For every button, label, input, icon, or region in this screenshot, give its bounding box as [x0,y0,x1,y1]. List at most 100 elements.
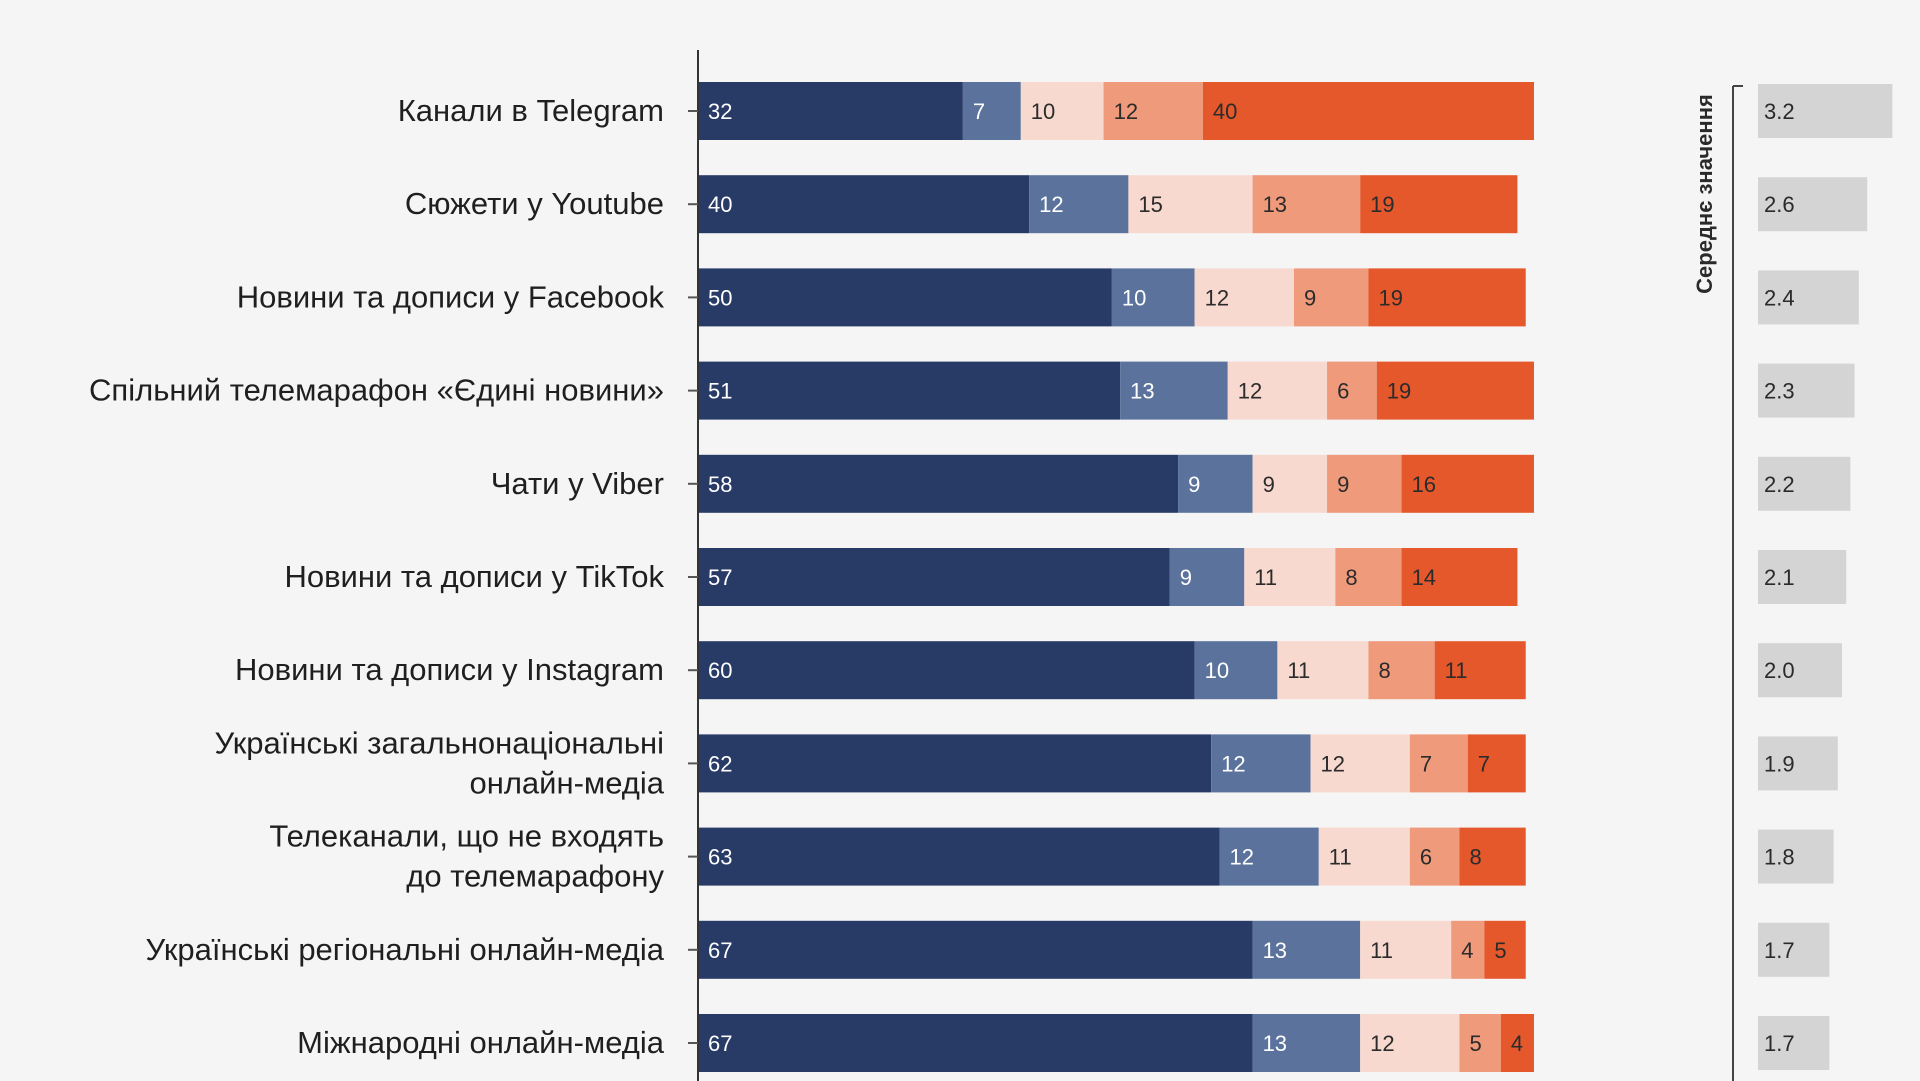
bar-segment [1128,175,1253,234]
bar-value-label: 50 [708,285,732,310]
bar-value-label: 11 [1445,658,1468,683]
bar-segment [1434,641,1526,700]
category-label: Новини та дописи у TikTok [284,559,664,594]
bar-value-label: 8 [1345,565,1357,590]
bar-segment [698,175,1030,234]
bar-segment [1409,734,1468,793]
bar-value-label: 63 [708,845,732,870]
bar-segment [1194,641,1278,700]
average-bar [1758,643,1842,698]
average-value-label: 2.4 [1764,285,1795,310]
bar-value-label: 60 [708,658,732,683]
bar-segment [1401,454,1534,513]
average-value-label: 1.7 [1764,1031,1795,1056]
bar-value-label: 9 [1263,472,1275,497]
bar-value-label: 12 [1221,751,1245,776]
bar-segment [1211,734,1311,793]
bar-segment [698,641,1195,700]
bar-value-label: 7 [1420,751,1432,776]
bar-segment [1500,1014,1534,1072]
bar-segment [698,82,963,140]
bar-segment [1368,641,1435,700]
bar-segment [698,361,1121,420]
bar-value-label: 9 [1188,472,1200,497]
bar-segment [1169,548,1245,606]
bar-value-label: 11 [1254,565,1277,590]
bar-segment [1219,827,1319,886]
bar-value-label: 9 [1304,285,1316,310]
bar-value-label: 12 [1370,1031,1394,1056]
bar-value-label: 12 [1229,845,1253,870]
category-label: Чати у Viber [491,466,664,501]
bar-value-label: 62 [708,751,732,776]
bar-value-label: 10 [1122,285,1146,310]
bar-value-label: 13 [1130,379,1154,404]
bar-segment [1244,548,1336,606]
averages-title: Середнє значення [1692,94,1717,294]
bar-segment [698,827,1220,886]
bar-value-label: 11 [1287,658,1310,683]
bar-segment [1103,82,1203,140]
bar-segment [1484,920,1526,979]
category-label: Міжнародні онлайн-медіа [297,1025,665,1060]
bar-value-label: 16 [1412,472,1436,497]
bar-value-label: 40 [1213,99,1237,124]
bar-value-label: 11 [1370,938,1393,963]
bar-value-label: 10 [1031,99,1055,124]
bar-segment [1227,361,1328,420]
bar-value-label: 13 [1263,1031,1287,1056]
bar-segment [1459,827,1526,886]
bar-value-label: 12 [1321,751,1345,776]
bar-value-label: 15 [1138,192,1162,217]
bar-value-label: 57 [708,565,732,590]
bar-segment [1194,268,1294,327]
bar-value-label: 67 [708,1031,732,1056]
bar-value-label: 13 [1263,192,1287,217]
averages-group: 3.2 2.6 2.4 2.3 2.2 2.1 2.0 1.9 1.8 1.7 1.7 Середнє… [1692,84,1893,1081]
bar-segment [1202,82,1534,140]
bar-segment [1111,268,1195,327]
average-value-label: 2.2 [1764,472,1795,497]
bar-segment [1252,920,1361,979]
bar-value-label: 14 [1412,565,1436,590]
average-bar [1758,550,1847,604]
bar-value-label: 19 [1387,379,1411,404]
bar-value-label: 12 [1114,99,1138,124]
bar-segment [962,82,1021,140]
average-value-label: 1.8 [1764,845,1795,870]
bar-value-label: 12 [1238,379,1262,404]
category-label: Телеканали, що не входять до телемарафону [269,819,664,894]
category-label: Українські регіональні онлайн-медіа [146,932,665,967]
bar-segment [698,268,1112,327]
average-bar [1758,363,1855,418]
bar-segment [1401,548,1518,606]
bar-segment [1318,827,1410,886]
bar-value-label: 40 [708,192,732,217]
bar-value-label: 51 [708,379,732,404]
bar-segment [698,920,1253,979]
bar-segment [1327,454,1402,513]
bar-segment [1120,361,1228,420]
average-value-label: 2.0 [1764,658,1795,683]
bar-value-label: 4 [1511,1031,1523,1056]
category-label: Новини та дописи у Facebook [237,279,665,314]
average-value-label: 2.1 [1764,565,1795,590]
bar-value-label: 7 [1478,751,1490,776]
bar-segment [1293,268,1369,327]
bar-segment [698,454,1179,513]
bar-segment [1467,734,1526,793]
average-bar [1758,829,1834,884]
category-label: Сюжети у Youtube [405,186,664,221]
average-value-label: 1.9 [1764,751,1795,776]
bar-value-label: 13 [1263,938,1287,963]
category-labels-group: Канали в Telegram Сюжети у Youtube Новини … [89,93,665,1060]
bar-value-label: 5 [1470,1031,1482,1056]
average-bar [1758,736,1838,791]
average-bar [1758,456,1851,511]
category-label: Канали в Telegram [398,93,664,128]
bar-value-label: 32 [708,99,732,124]
bar-value-label: 9 [1337,472,1349,497]
bar-value-label: 9 [1180,565,1192,590]
bar-segment [1409,827,1460,886]
